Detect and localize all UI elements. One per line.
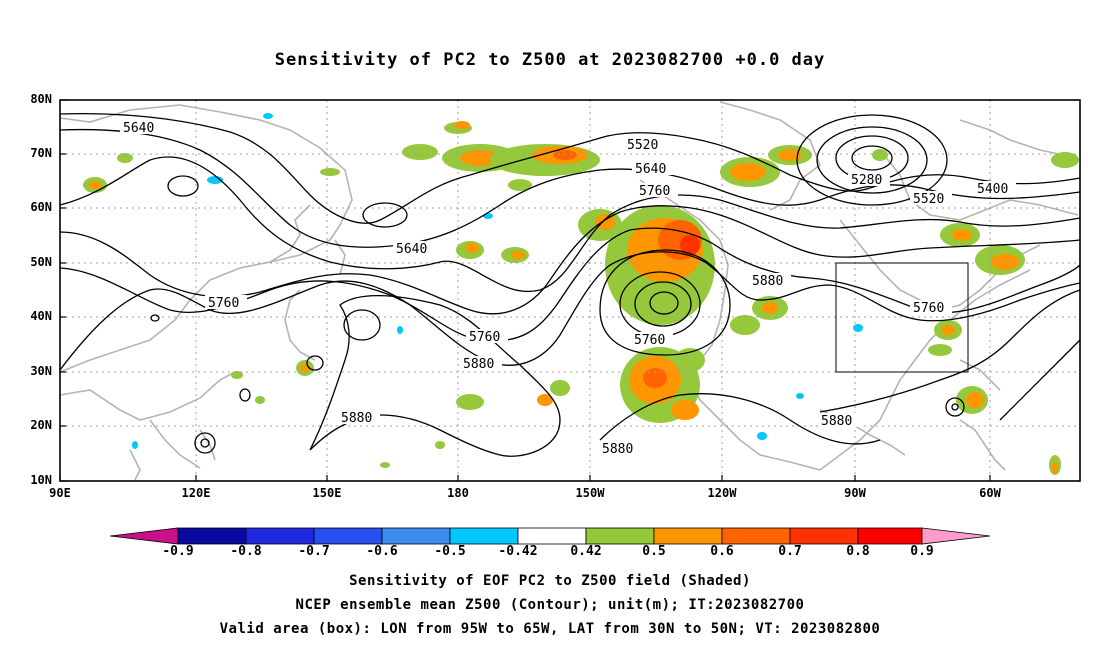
colorbar-cell bbox=[921, 527, 991, 545]
contour-label: 5760 bbox=[639, 184, 670, 199]
colorbar-label: -0.6 bbox=[366, 544, 398, 559]
contour-label: 5880 bbox=[752, 274, 783, 289]
contour-label: 5760 bbox=[913, 301, 944, 316]
lat-label: 70N bbox=[30, 146, 52, 160]
sensitivity-shading bbox=[83, 113, 1079, 475]
contour-label: 5880 bbox=[341, 411, 372, 426]
lon-label: 180 bbox=[447, 486, 469, 500]
contour-labels: 5640 5520 5640 5760 5280 5400 5520 5640 … bbox=[120, 120, 1016, 457]
colorbar-cell bbox=[789, 527, 859, 545]
lon-label: 120E bbox=[181, 486, 211, 500]
lat-label: 80N bbox=[30, 92, 52, 106]
colorbar bbox=[109, 527, 991, 545]
axis-ticks bbox=[59, 99, 991, 482]
colorbar-label: -0.8 bbox=[230, 544, 262, 559]
lat-label: 50N bbox=[30, 255, 52, 269]
colorbar-cell bbox=[857, 527, 923, 545]
colorbar-cell bbox=[109, 527, 179, 545]
colorbar-cell bbox=[177, 527, 247, 545]
colorbar-label: -0.9 bbox=[162, 544, 194, 559]
valid-area-box bbox=[835, 262, 969, 373]
lon-label: 150W bbox=[575, 486, 605, 500]
lat-label: 40N bbox=[30, 309, 52, 323]
colorbar-label: 0.8 bbox=[846, 544, 870, 559]
lon-label: 90W bbox=[844, 486, 866, 500]
contour-label: 5640 bbox=[396, 242, 427, 257]
contour-label: 5400 bbox=[977, 182, 1008, 197]
lat-label: 60N bbox=[30, 200, 52, 214]
map-title: Sensitivity of PC2 to Z500 at 2023082700… bbox=[274, 50, 826, 70]
colorbar-cell bbox=[245, 527, 315, 545]
lon-label: 90E bbox=[49, 486, 71, 500]
colorbar-label: -0.5 bbox=[434, 544, 466, 559]
footer-line-1: Sensitivity of EOF PC2 to Z500 field (Sh… bbox=[349, 573, 751, 589]
colorbar-label: -0.7 bbox=[298, 544, 330, 559]
lat-label: 10N bbox=[30, 473, 52, 487]
colorbar-cell bbox=[313, 527, 383, 545]
colorbar-label: 0.6 bbox=[710, 544, 734, 559]
lat-label: 20N bbox=[30, 418, 52, 432]
contour-label: 5760 bbox=[634, 333, 665, 348]
colorbar-cell bbox=[381, 527, 451, 545]
colorbar-label: -0.42 bbox=[498, 544, 538, 559]
contour-label: 5880 bbox=[463, 357, 494, 372]
plot-frame bbox=[59, 99, 1081, 482]
colorbar-cell bbox=[585, 527, 655, 545]
footer-line-2: NCEP ensemble mean Z500 (Contour); unit(… bbox=[295, 597, 805, 613]
lon-label: 60W bbox=[979, 486, 1001, 500]
lon-label: 120W bbox=[707, 486, 737, 500]
lat-label: 30N bbox=[30, 364, 52, 378]
contour-label: 5520 bbox=[627, 138, 658, 153]
colorbar-cell bbox=[449, 527, 519, 545]
colorbar-label: 0.9 bbox=[910, 544, 934, 559]
colorbar-cell bbox=[721, 527, 791, 545]
colorbar-label: 0.7 bbox=[778, 544, 802, 559]
colorbar-label: 0.42 bbox=[570, 544, 602, 559]
colorbar-cell bbox=[653, 527, 723, 545]
contour-label: 5640 bbox=[123, 121, 154, 136]
contour-label: 5520 bbox=[913, 192, 944, 207]
contour-label: 5880 bbox=[821, 414, 852, 429]
contour-label: 5640 bbox=[635, 162, 666, 177]
contour-label: 5880 bbox=[602, 442, 633, 457]
contour-label: 5280 bbox=[851, 173, 882, 188]
contour-label: 5760 bbox=[469, 330, 500, 345]
colorbar-cell bbox=[517, 527, 587, 545]
contour-label: 5760 bbox=[208, 296, 239, 311]
lon-label: 150E bbox=[312, 486, 342, 500]
colorbar-label: 0.5 bbox=[642, 544, 666, 559]
footer-line-3: Valid area (box): LON from 95W to 65W, L… bbox=[219, 621, 881, 637]
